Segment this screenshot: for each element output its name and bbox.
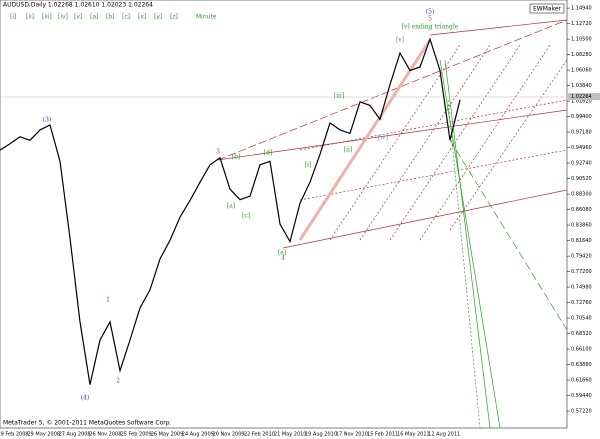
y-tick-label: 0.86080 [571, 207, 592, 213]
y-tick-label: 1.14940 [571, 6, 592, 12]
price-line [0, 37, 461, 385]
x-tick-label: 29 Feb 2008 [0, 432, 29, 438]
wave-annotation: [a] [227, 203, 235, 210]
channel-lines [0, 19, 568, 429]
wave-annotation: [b] [232, 154, 241, 161]
wave-annotation: [e] [278, 250, 286, 257]
x-tick-label: 26 May 2009 [151, 432, 184, 438]
wave-button[interactable]: [y] [154, 14, 162, 21]
y-tick-label: 1.01620 [571, 99, 592, 105]
y-tick-label: 0.61660 [571, 378, 592, 384]
wave-annotation: [iv] [378, 135, 388, 142]
wave-annotation: 5 [428, 16, 432, 23]
wave-annotation: [i] [305, 162, 312, 169]
x-tick-label: 22 Feb 2010 [244, 432, 275, 438]
wave-label-row: [i] [ii] [iii] [iv] [v] [a] [b] [c] [x] [y] [z] [10, 14, 178, 21]
wave-annotation: [c] [242, 213, 250, 220]
wave-button[interactable]: [i] [10, 14, 16, 21]
degree-label[interactable]: Minute [196, 14, 217, 21]
y-tick-label: 1.06060 [571, 68, 592, 74]
symbol-header: AUDUSD,Daily 1.02268 1.02610 1.02023 1.0… [3, 2, 153, 9]
x-tick-label: 16 May 2011 [397, 432, 430, 438]
y-tick-label: 0.74980 [571, 285, 592, 291]
x-tick-label: 15 Feb 2011 [367, 432, 398, 438]
y-tick-label: 0.83860 [571, 223, 592, 229]
tool-name[interactable]: EWMaker [533, 6, 562, 13]
x-tick-label: 12 Aug 2011 [428, 432, 460, 438]
current-price-label: 1.02264 [571, 94, 592, 100]
current-price-box [567, 93, 600, 101]
wave-annotation: (4) [81, 395, 90, 402]
x-tick-label: 17 Nov 2010 [336, 432, 368, 438]
x-tick-label: 26 Nov 2008 [89, 432, 121, 438]
wave-annotation: [iii] [334, 93, 344, 100]
wave-annotation: (3) [43, 117, 52, 124]
y-tick-label: 0.72760 [571, 300, 592, 306]
wave-annotation: [ii] [344, 147, 353, 154]
wave-button[interactable]: [v] [74, 14, 82, 21]
tool-box[interactable] [529, 3, 565, 14]
x-tick-label: 20 Nov 2009 [213, 432, 245, 438]
y-tick-label: 0.88300 [571, 192, 592, 198]
wave-button[interactable]: [b] [106, 14, 115, 21]
wave-annotation: (5) [426, 9, 435, 16]
x-tick-label: 27 Aug 2008 [59, 432, 91, 438]
wave-button[interactable]: [x] [138, 14, 146, 21]
wave-annotation: [d] [264, 150, 273, 157]
y-tick-label: 0.66100 [571, 347, 592, 353]
y-tick-label: 1.08280 [571, 52, 592, 58]
y-tick-label: 0.77200 [571, 269, 592, 275]
y-tick-label: 0.97180 [571, 130, 592, 136]
x-tick-label: 21 May 2010 [274, 432, 307, 438]
y-tick-label: 0.92740 [571, 161, 592, 167]
y-tick-label: 0.63880 [571, 362, 592, 368]
y-tick-label: 0.99400 [571, 114, 592, 120]
x-tick-label: 24 Aug 2009 [182, 432, 214, 438]
wave-annotation: [v] ending triangle [402, 24, 459, 31]
x-tick-label: 25 Feb 2009 [121, 432, 152, 438]
y-tick-label: 0.57220 [571, 409, 592, 415]
y-tick-label: 0.94960 [571, 145, 592, 151]
y-tick-label: 0.68320 [571, 331, 592, 337]
wave-button[interactable]: [iii] [42, 14, 52, 21]
wave-button[interactable]: [ii] [26, 14, 34, 21]
y-tick-label: 0.90520 [571, 176, 592, 182]
y-tick-label: 1.03840 [571, 83, 592, 89]
wave-button[interactable]: [a] [90, 14, 98, 21]
wave-annotation: [v] [396, 37, 404, 44]
y-tick-label: 1.12720 [571, 21, 592, 27]
x-tick-label: 19 Aug 2010 [305, 432, 337, 438]
wave-button[interactable]: [iv] [58, 14, 68, 21]
y-tick-label: 0.70540 [571, 316, 592, 322]
wave-annotation: 4 [281, 255, 285, 262]
wave-annotation: 3 [216, 149, 220, 156]
wave-button[interactable]: [c] [122, 14, 130, 21]
y-tick-label: 1.10500 [571, 37, 592, 43]
y-tick-label: 0.81640 [571, 238, 592, 244]
footer: MetaTrader 5, © 2001-2011 MetaQuotes Sof… [3, 420, 172, 427]
plot-area [0, 0, 568, 429]
wave-button[interactable]: [z] [170, 14, 178, 21]
y-tick-label: 0.59440 [571, 393, 592, 399]
wave-annotation: 1 [106, 297, 110, 304]
wave-annotation: 2 [116, 378, 120, 385]
y-tick-label: 0.79420 [571, 254, 592, 260]
x-tick-label: 29 May 2008 [27, 432, 60, 438]
